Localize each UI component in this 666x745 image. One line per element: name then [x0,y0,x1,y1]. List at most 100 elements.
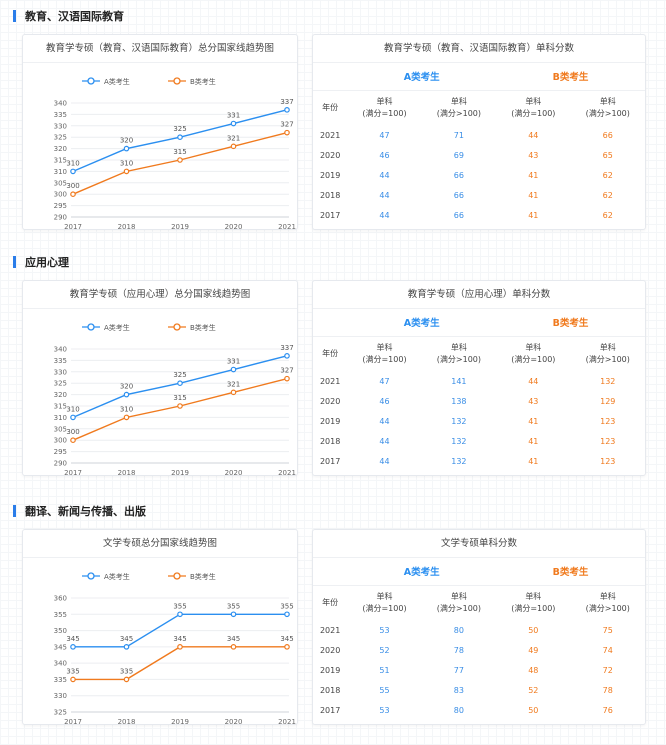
data-point [230,120,237,127]
cell-b1: 41 [528,456,539,466]
header-a1: 单科 (满分=100) [347,91,421,126]
header-a2-text: 单科 (满分>100) [436,592,481,613]
data-point [177,157,183,163]
cell-b2: 62 [602,190,613,200]
y-tick-label: 340 [54,346,67,354]
trend-chart-card: 文学专硕总分国家线趋势图 A类考生 B类考生 325 330 335 340 345 350 3… [22,529,298,725]
section-title-text: 翻译、新闻与传播、出版 [25,505,146,518]
cell-a1: 47 [379,130,390,140]
y-tick-label: 325 [54,134,67,142]
data-point [123,676,130,683]
data-label: 315 [173,394,186,402]
data-label: 321 [227,134,240,142]
cell-b2: 123 [600,416,616,426]
cell-year: 2020 [319,396,341,406]
y-tick-label: 340 [54,660,67,668]
cell-a1: 51 [379,665,390,675]
cell-a2: 132 [451,456,467,466]
header-b1-text: 单科 (满分=100) [511,343,556,364]
cell-a2: 80 [453,705,464,715]
data-point [284,129,290,136]
data-point [70,168,76,175]
series-line [72,131,288,195]
table-row: 2018 44 66 41 62 [313,185,645,205]
cell-a2: 69 [453,150,464,160]
chart-legend: A类考生 B类考生 [82,323,216,332]
group-a-label: A类考生 [347,62,497,91]
cell-b1: 41 [528,416,539,426]
data-label: 345 [120,635,133,643]
section-title: 应用心理 [13,255,69,269]
trend-chart: A类考生 B类考生29029530030531031532032533033534… [54,77,296,229]
header-b2: 单科 (满分>100) [571,91,645,126]
data-label: 331 [227,112,240,120]
data-point [230,644,237,650]
cell-a1: 53 [379,625,390,635]
y-tick-label: 295 [54,448,67,456]
data-label: 325 [173,125,186,133]
y-tick-label: 305 [54,179,67,187]
data-point [70,191,76,198]
data-label: 310 [120,159,133,167]
x-tick-label: 2020 [225,718,243,724]
data-label: 345 [173,635,186,643]
header-a2: 单科 (满分>100) [422,586,496,621]
cell-b1: 44 [528,376,539,386]
cell-b2: 132 [600,376,616,386]
cell-b2: 123 [600,456,616,466]
section-bar [13,505,16,517]
header-b1: 单科 (满分=100) [496,337,570,372]
cell-year: 2021 [319,625,341,635]
data-label: 315 [173,148,186,156]
cell-a2: 141 [451,376,467,386]
cell-a2: 83 [453,685,464,695]
table-row: 2017 44 66 41 62 [313,205,645,225]
data-label: 337 [280,344,293,352]
table-row: 2019 44 66 41 62 [313,165,645,185]
data-label: 331 [227,358,240,366]
x-tick-label: 2020 [225,223,243,229]
data-point [123,414,130,421]
data-label: 320 [120,383,133,391]
score-table: A类考生 B类考生 年份 单科 (满分=100) 单科 (满分>100) 单科 … [313,62,645,225]
data-label: 335 [66,667,79,675]
x-tick-label: 2021 [278,718,296,724]
cell-b2: 74 [602,645,613,655]
section-title-text: 教育、汉语国际教育 [25,10,124,23]
cell-a1: 44 [379,416,390,426]
x-tick-label: 2017 [64,469,82,475]
legend-label: A类考生 [104,77,130,86]
cell-a2: 66 [453,210,464,220]
data-point [230,143,237,150]
y-tick-label: 335 [54,111,67,119]
chart-title: 教育学专硕（应用心理）总分国家线趋势图 [23,281,297,309]
cell-year: 2018 [319,436,341,446]
cell-year: 2020 [319,645,341,655]
header-b2-text: 单科 (满分>100) [585,97,630,118]
cell-b2: 123 [600,436,616,446]
data-point [284,375,290,382]
table-row: 2020 46 138 43 129 [313,391,645,411]
y-tick-label: 335 [54,357,67,365]
score-table: A类考生 B类考生 年份 单科 (满分=100) 单科 (满分>100) 单科 … [313,557,645,720]
header-a2: 单科 (满分>100) [422,91,496,126]
data-label: 327 [280,367,293,375]
header-year: 年份 [322,103,339,112]
cell-b1: 48 [528,665,539,675]
score-table-card: 教育学专硕（教育、汉语国际教育）单科分数 A类考生 B类考生 年份 单科 (满分… [312,34,646,230]
y-tick-label: 300 [54,437,67,445]
header-b2: 单科 (满分>100) [571,337,645,372]
data-point [177,644,183,650]
legend-label: B类考生 [190,572,216,581]
header-b1: 单科 (满分=100) [496,586,570,621]
data-point [284,353,290,359]
table-row: 2020 52 78 49 74 [313,640,645,660]
x-tick-label: 2017 [64,718,82,724]
x-tick-label: 2019 [171,223,189,229]
header-b2-text: 单科 (满分>100) [585,592,630,613]
legend-label: B类考生 [190,77,216,86]
x-tick-label: 2018 [118,469,136,475]
data-label: 345 [66,635,79,643]
y-tick-label: 330 [54,692,67,700]
legend-marker [87,572,95,580]
